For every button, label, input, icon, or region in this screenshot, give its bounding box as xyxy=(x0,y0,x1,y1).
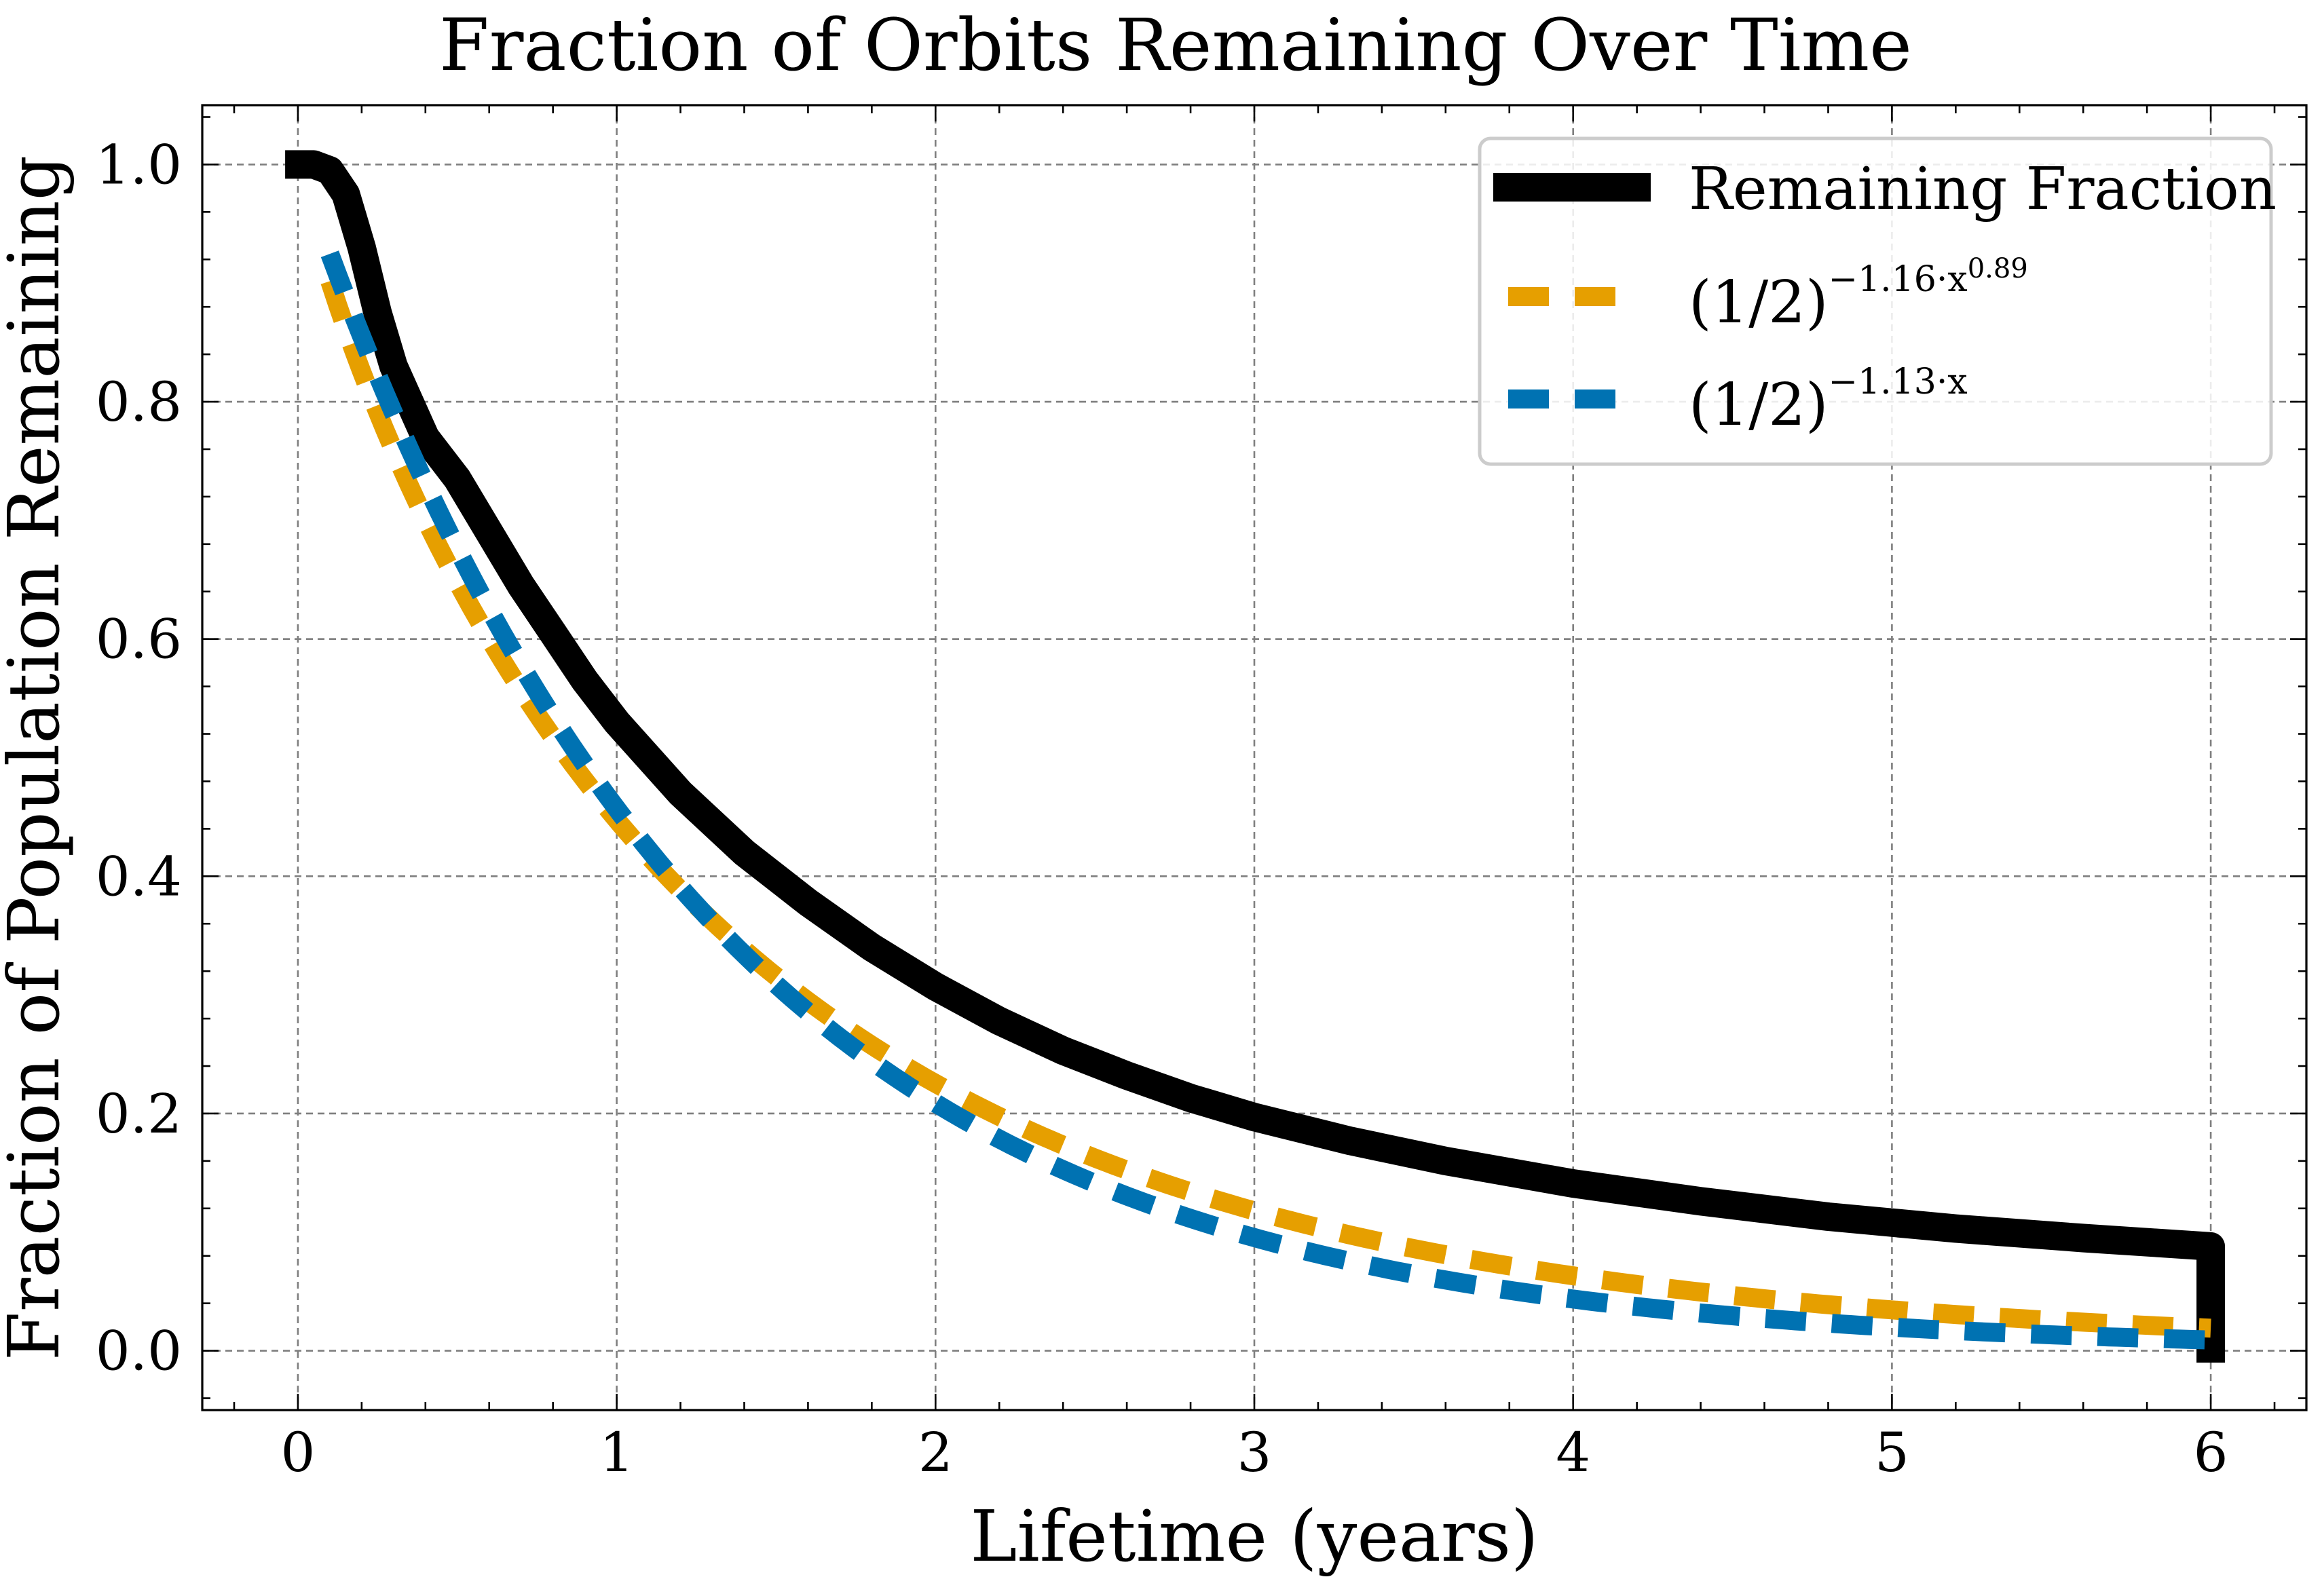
y-tick-label-5: 1.0 xyxy=(96,133,182,196)
legend-box xyxy=(1478,136,2273,466)
y-axis-label: Fraction of Population Remaining xyxy=(0,155,75,1361)
legend-label-stretched-fit: (1/2)−1.16·x0.89 xyxy=(1689,253,2028,337)
y-tick-label-4: 0.8 xyxy=(96,370,182,434)
y-tick-label-3: 0.6 xyxy=(96,608,182,671)
x-tick-label-5: 5 xyxy=(1875,1421,1909,1484)
legend-label-exponential-fit: (1/2)−1.13·x xyxy=(1689,362,1968,439)
legend: Remaining Fraction (1/2)−1.16·x0.89 (1/2… xyxy=(1478,136,2277,466)
x-tick-label-2: 2 xyxy=(918,1421,953,1484)
series-line-remaining-fraction xyxy=(283,150,2226,1363)
legend-label-stretched-fit-base: (1/2) xyxy=(1689,269,1829,337)
x-tick-label-4: 4 xyxy=(1556,1421,1590,1484)
x-tick-label-3: 3 xyxy=(1237,1421,1272,1484)
x-tick-label-6: 6 xyxy=(2194,1421,2228,1484)
legend-label-stretched-fit-power: 0.89 xyxy=(1968,253,2028,284)
y-tick-label-0: 0.0 xyxy=(96,1320,182,1383)
series-line-stretched-fit xyxy=(320,278,2211,1338)
legend-label-exponential-fit-exponent: −1.13·x xyxy=(1829,362,1968,402)
y-tick-label-2: 0.4 xyxy=(96,845,182,908)
y-tick-label-1: 0.2 xyxy=(96,1082,182,1145)
series-layer xyxy=(283,150,2226,1363)
ticks xyxy=(202,105,2306,1410)
legend-label-remaining-fraction: Remaining Fraction xyxy=(1689,155,2277,223)
legend-label-exponential-fit-base: (1/2) xyxy=(1689,371,1829,439)
chart-title: Fraction of Orbits Remaining Over Time xyxy=(439,3,1912,87)
x-axis-label: Lifetime (years) xyxy=(970,1495,1538,1578)
series-line-exponential-fit xyxy=(320,250,2211,1350)
legend-label-stretched-fit-exponent: −1.16·x xyxy=(1829,259,1968,300)
x-tick-label-1: 1 xyxy=(599,1421,634,1484)
tick-labels: 0 1 2 3 4 5 6 0.0 0.2 0.4 0.6 0.8 1.0 xyxy=(96,133,2228,1484)
x-tick-label-0: 0 xyxy=(280,1421,315,1484)
